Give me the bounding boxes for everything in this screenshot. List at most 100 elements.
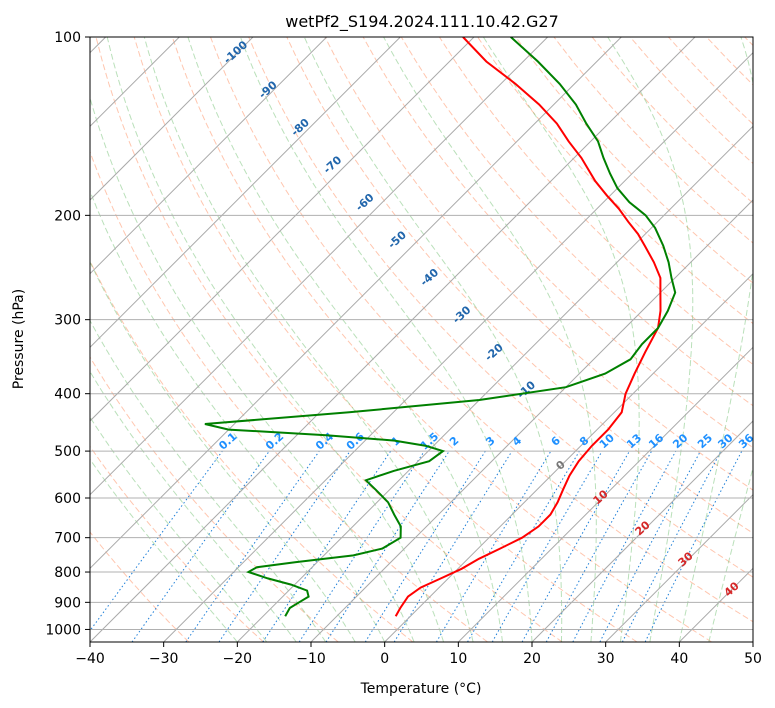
moist-adiabat-line	[90, 416, 268, 642]
y-axis-label: Pressure (hPa)	[11, 289, 27, 389]
x-tick-label: 20	[523, 651, 541, 667]
mixing-ratio-label: 30	[715, 431, 735, 451]
isotherm-line	[236, 125, 753, 642]
x-tick-label: 40	[670, 651, 688, 667]
moist-adiabat-line	[303, 37, 563, 642]
isotherm-line	[678, 567, 753, 642]
moist-adiabat-line	[482, 37, 640, 642]
isotherm-line	[163, 51, 753, 642]
dry-adiabat-label: -90	[256, 78, 280, 101]
mixing-ratio-line	[521, 450, 630, 642]
y-tick-label: 500	[54, 444, 81, 460]
x-axis: −40 −30 −20 −10 0 10 20 30 40 50	[75, 642, 762, 667]
dry-adiabat-line	[90, 259, 414, 642]
dry-adiabat-line	[438, 37, 753, 366]
x-tick-label: 0	[380, 651, 389, 667]
mixing-ratio-line	[467, 450, 580, 642]
mixing-ratio-label: 13	[624, 431, 644, 451]
moist-adiabat-line	[607, 37, 694, 642]
dry-adiabat-line	[90, 356, 339, 642]
y-tick-label: 700	[54, 531, 81, 547]
y-tick-label: 200	[54, 208, 81, 224]
mixing-ratio-label: 3	[483, 434, 497, 449]
mixing-ratio-line	[298, 450, 425, 642]
dry-adiabat-line	[210, 37, 753, 623]
moist-adiabat-line	[239, 37, 533, 642]
mixing-ratio-label: 4	[510, 434, 525, 449]
moist-adiabat-line	[143, 37, 474, 642]
mixing-ratio-label: 0.6	[344, 430, 367, 453]
isotherm-line	[90, 37, 549, 496]
dry-adiabat-line	[744, 37, 753, 47]
isotherm-line	[90, 37, 254, 201]
plot-area: -100-90-80-70-60-50-40-30-20-100.1 0.2 0.4…	[90, 37, 753, 642]
mixing-ratio-line	[262, 450, 392, 642]
mixing-ratio-label: 8	[577, 434, 591, 449]
y-tick-label: 600	[54, 491, 81, 507]
y-tick-label: 800	[54, 565, 81, 581]
dry-adiabat-label: -50	[385, 228, 409, 251]
mixing-ratio-line	[435, 450, 552, 642]
isotherm-line	[457, 346, 753, 642]
mixing-ratio-line	[644, 450, 743, 642]
dry-adiabat-label: -70	[321, 153, 345, 176]
moist-adiabat-label: 20	[633, 518, 653, 538]
x-tick-label: −30	[149, 651, 179, 667]
dry-adiabat-label: -80	[289, 116, 313, 139]
moist-adiabat-line	[90, 370, 297, 642]
dry-adiabat-label: -30	[450, 303, 474, 326]
moist-adiabat-line	[90, 189, 386, 642]
pressure-grid	[90, 37, 753, 630]
mixing-ratio-line	[131, 450, 270, 642]
mixing-ratio-lines	[90, 450, 743, 642]
x-tick-label: 50	[744, 651, 762, 667]
plot-frame	[89, 36, 754, 643]
moist-adiabat-line	[187, 37, 503, 642]
isotherm-line	[90, 37, 696, 642]
isotherm-line	[90, 37, 328, 275]
isotherm-line	[90, 37, 622, 570]
moist-adiabat-label: 10	[591, 487, 611, 507]
isotherm-line	[90, 37, 401, 349]
mixing-ratio-label: 0.1	[216, 430, 239, 453]
mixing-ratio-line	[545, 450, 653, 642]
moist-adiabat-line	[383, 37, 597, 642]
y-tick-label: 1000	[45, 622, 81, 638]
mixing-ratio-line	[218, 450, 351, 642]
x-axis-label: Temperature (°C)	[360, 681, 482, 697]
y-tick-label: 400	[54, 387, 81, 403]
x-tick-label: −10	[296, 651, 326, 667]
isotherm-line	[384, 272, 753, 642]
dry-adiabat-line	[90, 445, 264, 642]
mixing-ratio-label: 2	[447, 434, 461, 449]
isotherm-line	[752, 641, 753, 642]
y-tick-label: 300	[54, 313, 81, 329]
dry-adiabat-label: -40	[418, 266, 442, 289]
dry-adiabat-label: -10	[515, 378, 539, 401]
x-tick-label: −40	[75, 651, 105, 667]
y-axis: 100 200 300 400 500 600 700 800 900 1000	[45, 30, 90, 638]
dry-adiabat-line	[95, 37, 563, 642]
isotherm-line	[605, 493, 753, 642]
isotherm-line	[531, 420, 753, 642]
mixing-ratio-label: 6	[549, 434, 564, 449]
y-tick-label: 900	[54, 595, 81, 611]
moist-adiabat-line	[106, 37, 445, 642]
mixing-ratio-label: 25	[695, 431, 715, 451]
isotherm-line	[310, 199, 753, 642]
skewed-isotherms	[90, 37, 753, 642]
moist-adiabat-line	[678, 37, 753, 642]
dry-adiabat-label: -20	[482, 341, 506, 364]
mixing-ratio-label: 16	[646, 431, 666, 451]
mixing-ratio-line	[572, 450, 677, 642]
mixing-ratio-label: 20	[670, 431, 690, 451]
moist-adiabats	[90, 37, 753, 642]
dry-adiabat-line	[400, 37, 753, 407]
dry-adiabat-line	[515, 37, 753, 284]
moist-adiabat-line	[90, 458, 238, 642]
x-tick-label: 10	[449, 651, 467, 667]
mixing-ratio-line	[185, 450, 320, 642]
moist-adiabat-line	[90, 260, 356, 642]
isotherm-line	[90, 37, 475, 422]
